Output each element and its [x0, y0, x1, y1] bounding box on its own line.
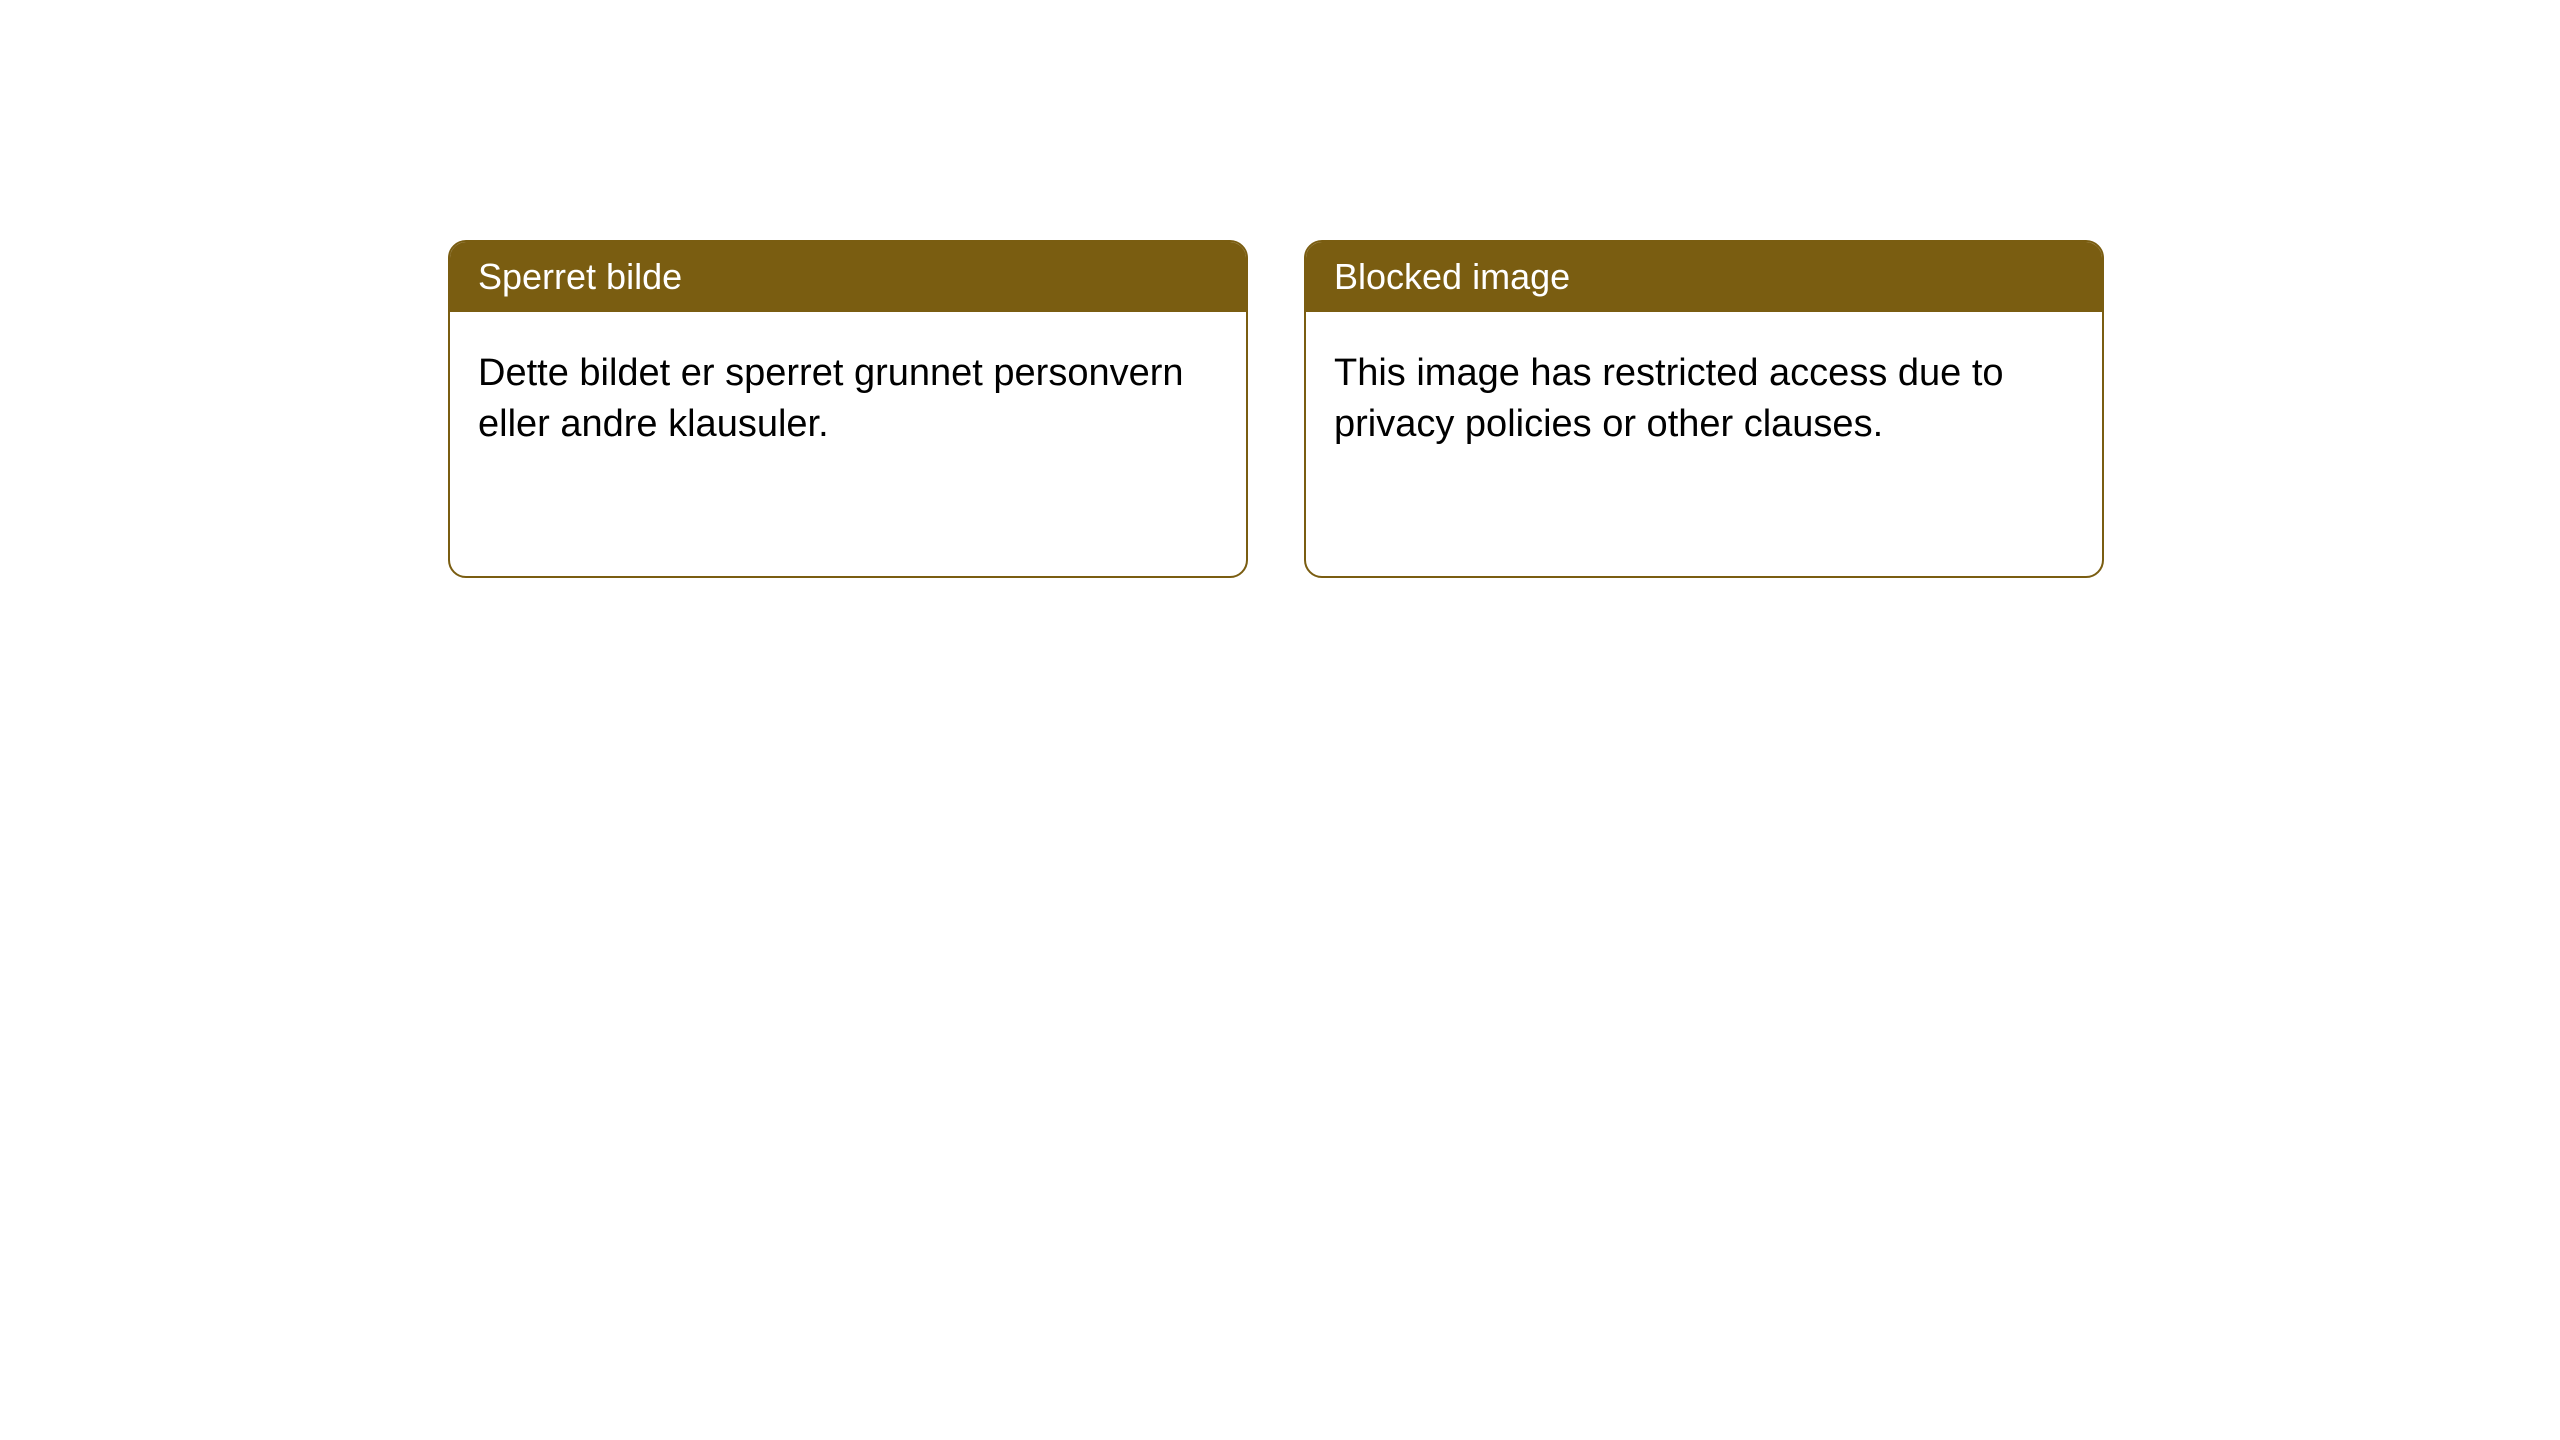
card-left-body: Dette bildet er sperret grunnet personve… — [450, 312, 1246, 487]
card-container: Sperret bilde Dette bildet er sperret gr… — [448, 240, 2104, 578]
card-left: Sperret bilde Dette bildet er sperret gr… — [448, 240, 1248, 578]
card-right: Blocked image This image has restricted … — [1304, 240, 2104, 578]
card-right-body: This image has restricted access due to … — [1306, 312, 2102, 487]
card-right-header: Blocked image — [1306, 242, 2102, 312]
card-left-header: Sperret bilde — [450, 242, 1246, 312]
